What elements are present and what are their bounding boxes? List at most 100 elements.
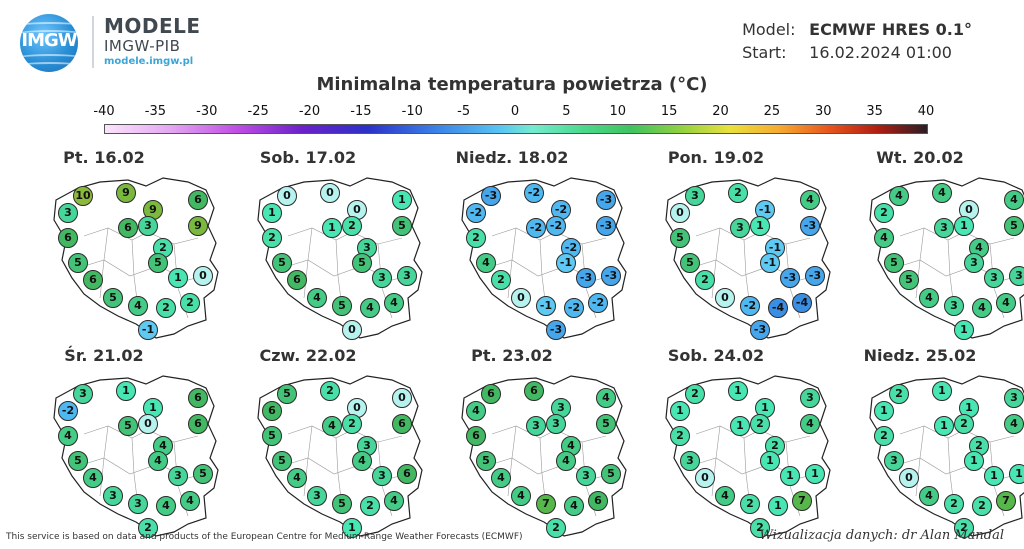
station-temperature-marker: 4	[1004, 414, 1024, 434]
forecast-panel: Pt. 16.02 10 9 9 6 3 3 9 6 6 2 5 5 1 0 6 5 4 2 2 -1	[18, 140, 219, 340]
station-temperature-marker: 2	[342, 216, 362, 236]
poland-outline	[665, 177, 831, 339]
station-temperature-marker: 6	[392, 414, 412, 434]
station-temperature-marker: 1	[932, 381, 952, 401]
station-temperature-marker: 5	[332, 494, 352, 514]
station-temperature-marker: 5	[332, 296, 352, 316]
station-temperature-marker: 4	[511, 486, 531, 506]
temperature-color-scale: -40 -35 -30 -25 -20 -15 -10 -5 0 5 10 15 20 25 30 35 40	[93, 104, 934, 134]
station-temperature-marker: 4	[556, 451, 576, 471]
forecast-panel: Sob. 24.02 2 1 1 3 1 2 4 2 1 2 3 1 1 1 0 4 2 1 7 2	[630, 338, 831, 538]
station-temperature-marker: -2	[524, 183, 544, 203]
day-label: Niedz. 18.02	[455, 148, 569, 167]
station-temperature-marker: -3	[601, 266, 621, 286]
station-temperature-marker: 4	[996, 293, 1016, 313]
region-border	[695, 227, 811, 245]
station-temperature-marker: 5	[601, 464, 621, 484]
station-temperature-marker: 4	[360, 298, 380, 318]
station-temperature-marker: 2	[685, 384, 705, 404]
scale-tick-label: -20	[298, 104, 321, 119]
scale-tick-label: -25	[247, 104, 269, 119]
poland-outline	[461, 375, 627, 537]
region-border	[689, 457, 823, 479]
poland-outline	[53, 177, 219, 339]
station-temperature-marker: 1	[322, 218, 342, 238]
station-temperature-marker: 1	[392, 190, 412, 210]
region-border	[281, 457, 415, 479]
station-temperature-marker: 5	[1004, 216, 1024, 236]
station-temperature-marker: 4	[889, 186, 909, 206]
scale-tick-label: 20	[712, 104, 729, 119]
poland-outline	[461, 177, 627, 339]
scale-tick-label: 0	[510, 104, 520, 119]
logo-divider	[92, 16, 94, 68]
region-border	[485, 457, 619, 479]
poland-map: 10 9 9 6 3 3 9 6 6 2 5 5 1 0 6 5 4 2 2 -1	[38, 140, 219, 340]
region-border	[893, 259, 1024, 281]
station-temperature-marker: 3	[397, 266, 417, 286]
model-label: Model:	[742, 20, 796, 39]
station-temperature-marker: 6	[524, 381, 544, 401]
station-temperature-marker: 3	[884, 451, 904, 471]
station-temperature-marker: 0	[899, 468, 919, 488]
station-temperature-marker: 2	[262, 228, 282, 248]
station-temperature-marker: 2	[944, 494, 964, 514]
station-temperature-marker: 6	[466, 426, 486, 446]
station-temperature-marker: 3	[372, 268, 392, 288]
station-temperature-marker: 5	[68, 253, 88, 273]
scale-tick-label: -10	[401, 104, 423, 119]
poland-map: 3 1 1 6 -2 0 6 4 5 4 5 4 3 5 4 3 3 4 4 2	[38, 338, 219, 538]
station-temperature-marker: 6	[481, 384, 501, 404]
station-temperature-marker: 1	[780, 466, 800, 486]
station-temperature-marker: 3	[984, 268, 1004, 288]
station-temperature-marker: 1	[954, 320, 974, 340]
station-temperature-marker: -1	[138, 320, 158, 340]
station-temperature-marker: 2	[320, 381, 340, 401]
station-temperature-marker: -1	[536, 296, 556, 316]
station-temperature-marker: 0	[138, 414, 158, 434]
region-border	[287, 227, 403, 245]
station-temperature-marker: -2	[526, 218, 546, 238]
station-temperature-marker: 2	[889, 384, 909, 404]
region-border	[689, 259, 823, 281]
station-temperature-marker: 1	[934, 416, 954, 436]
poland-outline	[257, 375, 423, 537]
forecast-panel: Sob. 17.02 0 0 0 1 1 2 5 2 1 3 5 5 3 3 6 4 5 4 4 0	[222, 140, 423, 340]
brand-url-link[interactable]: modele.imgw.pl	[104, 56, 194, 67]
station-temperature-marker: -2	[58, 401, 78, 421]
station-temperature-marker: 6	[118, 218, 138, 238]
forecast-panels: Pt. 16.02 10 9 9 6 3 3 9 6 6 2 5 5 1 0 6 5 4 2 2 -1 Sob. 17.0…	[0, 140, 1024, 538]
station-temperature-marker: 1	[984, 466, 1004, 486]
station-temperature-marker: 3	[546, 414, 566, 434]
imgw-logo[interactable]: IMGW	[20, 14, 78, 72]
scale-tick-label: 40	[917, 104, 935, 119]
day-label: Sob. 17.02	[259, 148, 357, 167]
station-temperature-marker: 5	[596, 414, 616, 434]
station-temperature-marker: 5	[272, 253, 292, 273]
station-temperature-marker: 7	[536, 494, 556, 514]
station-temperature-marker: 2	[138, 518, 158, 538]
station-temperature-marker: 6	[397, 464, 417, 484]
station-temperature-marker: 0	[193, 266, 213, 286]
station-temperature-marker: 4	[491, 468, 511, 488]
station-temperature-marker: 6	[188, 414, 208, 434]
station-temperature-marker: 0	[715, 288, 735, 308]
region-border	[695, 425, 811, 443]
station-temperature-marker: 0	[695, 468, 715, 488]
station-temperature-marker: 1	[728, 381, 748, 401]
station-temperature-marker: 4	[874, 228, 894, 248]
station-temperature-marker: -2	[588, 293, 608, 313]
station-temperature-marker: 7	[996, 491, 1016, 511]
day-label: Sob. 24.02	[667, 346, 765, 365]
station-temperature-marker: 4	[58, 426, 78, 446]
station-temperature-marker: 2	[360, 496, 380, 516]
station-temperature-marker: -2	[551, 200, 571, 220]
station-temperature-marker: 2	[466, 228, 486, 248]
brand-title: MODELE	[104, 14, 201, 38]
station-temperature-marker: 3	[372, 466, 392, 486]
station-temperature-marker: 4	[564, 496, 584, 516]
forecast-panel: Niedz. 25.02 2 1 1 3 1 2 4 2 1 2 3 1 1 1 0 4 2 2 7 2	[834, 338, 1024, 538]
scale-tick-label: -35	[144, 104, 166, 119]
station-temperature-marker: 1	[262, 203, 282, 223]
